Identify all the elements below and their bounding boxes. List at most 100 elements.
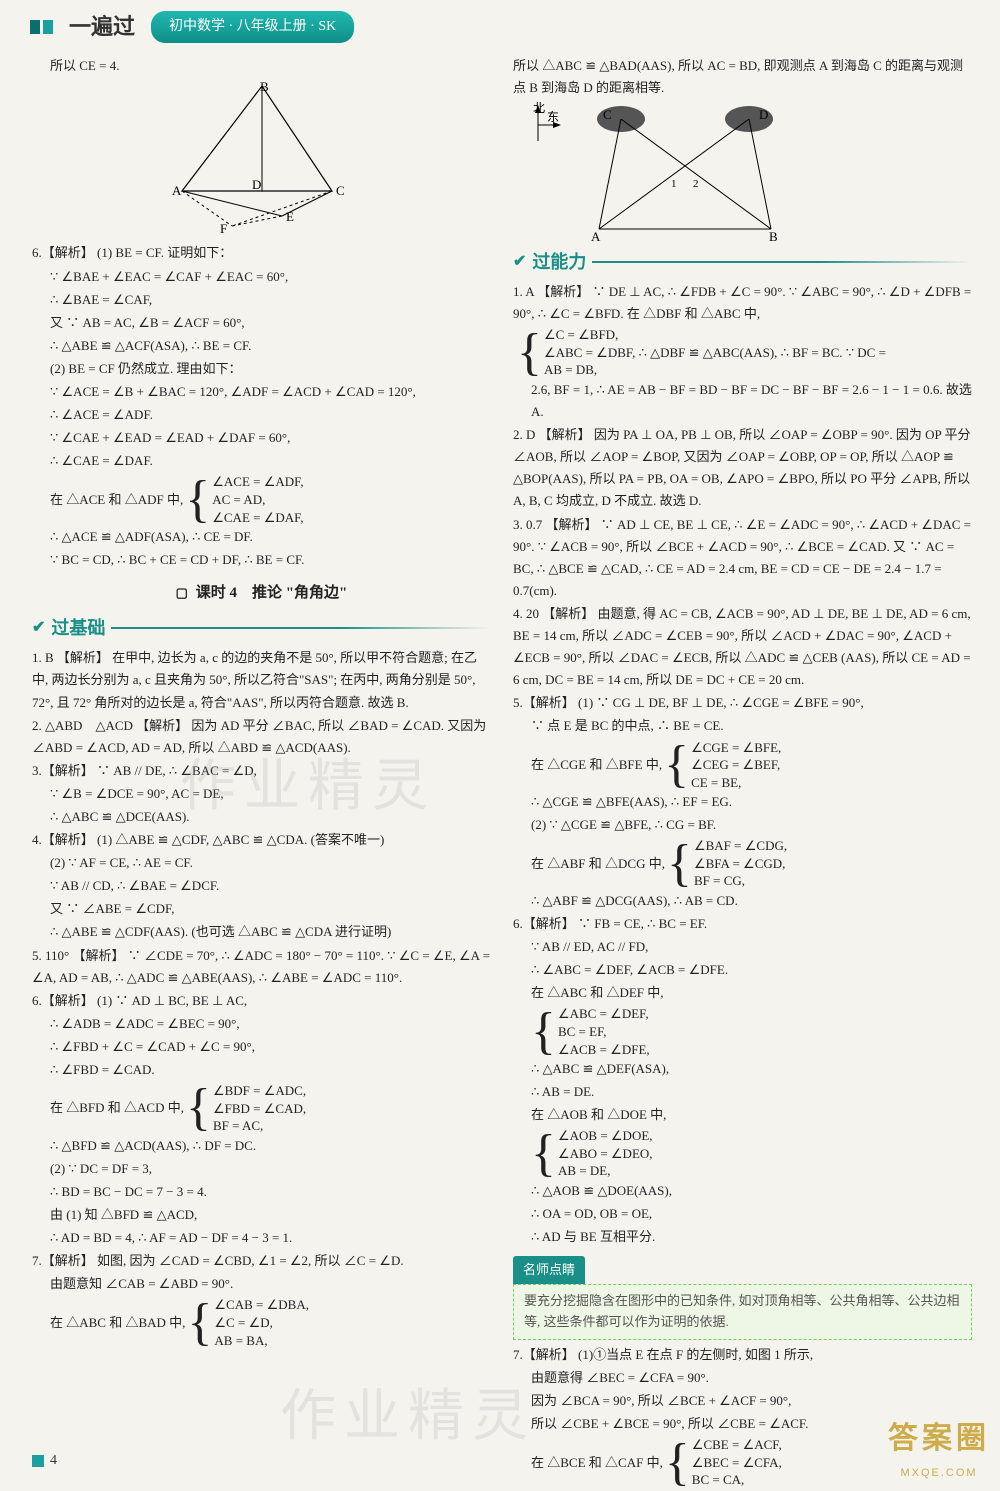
text: ∴ AD = BD = 4, ∴ AF = AD − DF = 4 − 3 = …: [32, 1227, 491, 1249]
item-7: 7.【解析】 (1)①当点 E 在点 F 的左侧时, 如图 1 所示,: [513, 1344, 972, 1366]
basics-heading: ✔ 过基础: [32, 613, 491, 644]
item-4: 4. 20 【解析】 由题意, 得 AC = CB, ∠ACB = 90°, A…: [513, 603, 972, 691]
teacher-tab: 名师点睛: [513, 1256, 585, 1284]
text: ∴ ∠FBD = ∠CAD.: [32, 1059, 491, 1081]
brace-icon: {: [185, 478, 210, 522]
ability-heading: ✔ 过能力: [513, 247, 972, 278]
brace-line: AB = BA,: [214, 1332, 309, 1350]
brace-block: 在 △ABC 和 △BAD 中, { ∠CAB = ∠DBA, ∠C = ∠D,…: [32, 1296, 491, 1349]
text: ∴ △ABC ≌ △DCE(AAS).: [32, 806, 491, 828]
brace-line: ∠BDF = ∠ADC,: [213, 1082, 306, 1100]
subject-pill: 初中数学 · 八年级上册 · SK: [151, 11, 354, 43]
brace-block: { ∠ABC = ∠DEF, BC = EF, ∠ACB = ∠DFE,: [513, 1005, 972, 1058]
site-url: MXQE.COM: [888, 1464, 990, 1483]
text: ∴ BD = BC − DC = 7 − 3 = 4.: [32, 1181, 491, 1203]
figure-row: 北 东 C D A B 1 2: [513, 101, 972, 241]
right-column: 所以 △ABC ≌ △BAD(AAS), 所以 AC = BD, 即观测点 A …: [513, 55, 972, 1489]
footer-block-icon: [32, 1455, 44, 1467]
book-icon: ▢: [176, 585, 188, 600]
brace-label: 在 △ABF 和 △DCG 中,: [531, 853, 665, 875]
brace-line: ∠BAF = ∠CDG,: [694, 837, 787, 855]
series-logo: 一遍过: [63, 8, 141, 45]
brace-line: CE = BE,: [691, 774, 781, 792]
text: 由题意得 ∠BEC = ∠CFA = 90°.: [513, 1367, 972, 1389]
text: ∴ △ABC ≌ △DEF(ASA),: [513, 1058, 972, 1080]
text: ∵ AB // ED, AC // FD,: [513, 936, 972, 958]
item-6: 6.【解析】 ∵ FB = CE, ∴ BC = EF.: [513, 913, 972, 935]
site-name: 答案圈: [888, 1413, 990, 1464]
text: ∴ ∠ACE = ∠ADF.: [32, 404, 491, 426]
teacher-tip: 名师点睛 要充分挖掘隐含在图形中的已知条件, 如对顶角相等、公共角相等、公共边相…: [513, 1256, 972, 1340]
figure-islands: C D A B 1 2: [571, 101, 791, 241]
teacher-body: 要充分挖掘隐含在图形中的已知条件, 如对顶角相等、公共角相等、公共边相等, 这些…: [513, 1284, 972, 1340]
text: ∵ ∠ACE = ∠B + ∠BAC = 120°, ∠ADF = ∠ACD +…: [32, 381, 491, 403]
item-6: 6.【解析】 (1) ∵ AD ⊥ BC, BE ⊥ AC,: [32, 990, 491, 1012]
item-5: 5.【解析】 (1) ∵ CG ⊥ DE, BF ⊥ DE, ∴ ∠CGE = …: [513, 692, 972, 714]
brace-block: 在 △ACE 和 △ADF 中, { ∠ACE = ∠ADF, AC = AD,…: [32, 473, 491, 526]
brace-line: ∠ABO = ∠DEO,: [558, 1145, 653, 1163]
brace-icon: {: [664, 743, 689, 787]
text: ∴ △CGE ≌ △BFE(AAS), ∴ EF = EG.: [513, 791, 972, 813]
brace-icon: {: [531, 1010, 556, 1054]
page-footer: 4: [32, 1449, 57, 1473]
text: (2) ∵ AF = CE, ∴ AE = CF.: [32, 852, 491, 874]
brace-line: ∠CAB = ∠DBA,: [214, 1296, 309, 1314]
check-icon: ✔: [513, 248, 526, 275]
site-watermark: 答案圈 MXQE.COM: [888, 1413, 990, 1483]
text: ∴ ∠FBD + ∠C = ∠CAD + ∠C = 90°,: [32, 1036, 491, 1058]
text: ∴ △AOB ≌ △DOE(AAS),: [513, 1180, 972, 1202]
text: ∵ ∠B = ∠DCE = 90°, AC = DE,: [32, 783, 491, 805]
brace-block: 在 △BFD 和 △ACD 中, { ∠BDF = ∠ADC, ∠FBD = ∠…: [32, 1082, 491, 1135]
item-5: 5. 110° 【解析】 ∵ ∠CDE = 70°, ∴ ∠ADC = 180°…: [32, 945, 491, 989]
compass-icon: 北 东: [513, 101, 563, 151]
text: ∵ BC = CD, ∴ BC + CE = CD + DF, ∴ BE = C…: [32, 549, 491, 571]
brace-line: ∠ACE = ∠ADF,: [212, 473, 303, 491]
text: 在 △AOB 和 △DOE 中,: [513, 1104, 972, 1126]
brace-line: ∠ABC = ∠DEF,: [558, 1005, 650, 1023]
text: ∴ ∠BAE = ∠CAF,: [32, 289, 491, 311]
svg-text:A: A: [591, 229, 601, 241]
text: 又 ∵ AB = AC, ∠B = ∠ACF = 60°,: [32, 312, 491, 334]
text: ∴ ∠ADB = ∠ADC = ∠BEC = 90°,: [32, 1013, 491, 1035]
item-3: 3. 0.7 【解析】 ∵ AD ⊥ CE, BE ⊥ CE, ∴ ∠E = ∠…: [513, 514, 972, 602]
page-header: 一遍过 初中数学 · 八年级上册 · SK: [0, 0, 1000, 51]
text: (2) BE = CF 仍然成立. 理由如下：: [32, 358, 491, 380]
brace-icon: {: [517, 331, 542, 375]
brace-line: ∠C = ∠D,: [214, 1314, 309, 1332]
lesson-title-text: 课时 4 推论 "角角边": [196, 585, 348, 601]
page-number: 4: [50, 1449, 57, 1473]
text: ∴ △ABF ≌ △DCG(AAS), ∴ AB = CD.: [513, 890, 972, 912]
svg-text:F: F: [220, 221, 227, 236]
text: ∵ ∠CAE + ∠EAD = ∠EAD + ∠DAF = 60°,: [32, 427, 491, 449]
brace-block: 在 △ABF 和 △DCG 中, { ∠BAF = ∠CDG, ∠BFA = ∠…: [513, 837, 972, 890]
brace-line: BC = CA,: [692, 1471, 782, 1489]
text: 因为 ∠BCA = 90°, 所以 ∠BCE + ∠ACF = 90°,: [513, 1390, 972, 1412]
text: ∴ AB = DE.: [513, 1081, 972, 1103]
brace-line: ∠FBD = ∠CAD,: [213, 1100, 306, 1118]
brace-line: BF = AC,: [213, 1117, 306, 1135]
text: 2.6, BF = 1, ∴ AE = AB − BF = BD − BF = …: [513, 379, 972, 423]
text: ∴ OA = OD, OB = OE,: [513, 1203, 972, 1225]
text: 在 △ABC 和 △DEF 中,: [513, 982, 972, 1004]
item-1: 1. B 【解析】 在甲中, 边长为 a, c 的边的夹角不是 50°, 所以甲…: [32, 647, 491, 713]
brace-label: 在 △ABC 和 △BAD 中,: [50, 1312, 185, 1334]
text: ∴ AD 与 BE 互相平分.: [513, 1226, 972, 1248]
left-column: 所以 CE = 4. A B C D E F 6.【解析】 (1) BE = C…: [32, 55, 491, 1489]
text: 又 ∵ ∠ABE = ∠CDF,: [32, 898, 491, 920]
text: ∴ △ACE ≌ △ADF(ASA), ∴ CE = DF.: [32, 526, 491, 548]
item-2: 2. △ABD △ACD 【解析】 因为 AD 平分 ∠BAC, 所以 ∠BAD…: [32, 715, 491, 759]
text: ∴ ∠ABC = ∠DEF, ∠ACB = ∠DFE.: [513, 959, 972, 981]
text: (2) ∵ △CGE ≌ △BFE, ∴ CG = BF.: [513, 814, 972, 836]
brace-line: ∠CGE = ∠BFE,: [691, 739, 781, 757]
text: 所以 △ABC ≌ △BAD(AAS), 所以 AC = BD, 即观测点 A …: [513, 55, 972, 99]
brace-line: ∠CEG = ∠BEF,: [691, 756, 781, 774]
svg-text:1: 1: [671, 178, 677, 190]
svg-text:2: 2: [693, 178, 699, 190]
svg-text:B: B: [260, 81, 269, 94]
brace-icon: {: [667, 842, 692, 886]
header-blocks: [30, 20, 53, 34]
brace-line: ∠CAE = ∠DAF,: [212, 509, 303, 527]
text: ∴ △BFD ≌ △ACD(AAS), ∴ DF = DC.: [32, 1135, 491, 1157]
brace-line: AC = AD,: [212, 491, 303, 509]
brace-block: { ∠AOB = ∠DOE, ∠ABO = ∠DEO, AB = DE,: [513, 1127, 972, 1180]
